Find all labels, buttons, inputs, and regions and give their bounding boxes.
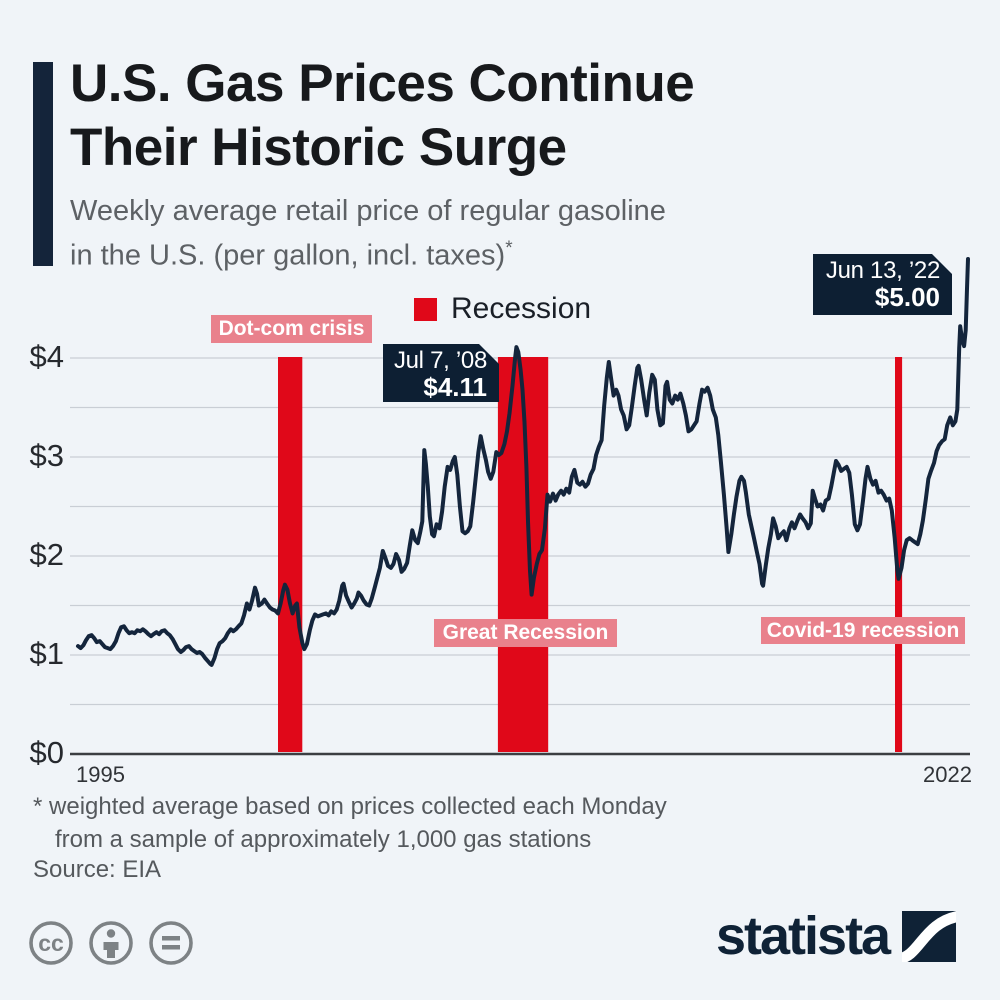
- legend-label: Recession: [451, 292, 592, 325]
- y-tick-label: $0: [29, 735, 64, 770]
- recession-label-great-recession: Great Recession: [434, 619, 617, 647]
- y-tick-label: $4: [29, 339, 64, 374]
- x-tick-1995: 1995: [76, 762, 125, 787]
- recession-label-dotcom: Dot-com crisis: [211, 315, 372, 343]
- chart-subtitle: Weekly average retail price of regular g…: [70, 192, 666, 275]
- chart-subtitle-line1: Weekly average retail price of regular g…: [70, 195, 666, 227]
- statista-logo-mark-icon: [902, 910, 957, 962]
- statista-logo[interactable]: statista: [716, 905, 957, 967]
- svg-text:cc: cc: [38, 930, 64, 956]
- footnote-line2: from a sample of approximately 1,000 gas…: [55, 826, 592, 853]
- annotation-2008-price: $4.11: [423, 372, 487, 402]
- footnote-line1: * weighted average based on prices colle…: [33, 793, 667, 820]
- cc-icon: cc: [29, 921, 73, 965]
- recession-label-covid: Covid-19 recession: [761, 617, 965, 644]
- recession-band: [278, 357, 303, 752]
- annotation-2008-date: Jul 7, ’08: [393, 347, 487, 374]
- chart-subtitle-line2: in the U.S. (per gallon, incl. taxes)*: [70, 238, 513, 272]
- annotation-2022-price: $5.00: [874, 282, 940, 312]
- y-tick-label: $3: [29, 438, 64, 473]
- page-title-line2: Their Historic Surge: [70, 118, 567, 177]
- annotation-2022-peak: Jun 13, ’22 $5.00: [813, 254, 952, 315]
- y-tick-label: $1: [29, 636, 64, 671]
- annotation-2022-date: Jun 13, ’22: [825, 257, 940, 284]
- recession-legend-swatch-icon: [414, 297, 437, 321]
- x-tick-2022: 2022: [923, 762, 972, 787]
- no-derivatives-equals-icon: [149, 921, 193, 965]
- attribution-person-icon: [89, 921, 133, 965]
- page-title-line1: U.S. Gas Prices Continue: [70, 54, 695, 113]
- title-accent-bar: [33, 62, 53, 266]
- statista-logo-text: statista: [716, 906, 891, 966]
- page-title: U.S. Gas Prices Continue Their Historic …: [70, 52, 695, 180]
- recession-band: [895, 357, 903, 752]
- gas-price-line: [76, 257, 970, 667]
- source-credit: Source: EIA: [33, 856, 162, 883]
- annotation-2008-peak: Jul 7, ’08 $4.11: [383, 344, 499, 402]
- y-tick-label: $2: [29, 537, 64, 572]
- legend: Recession: [414, 292, 591, 326]
- footnote-marker: *: [505, 238, 513, 259]
- footnote: * weighted average based on prices colle…: [33, 790, 667, 856]
- creative-commons-license-icons[interactable]: cc: [28, 918, 198, 968]
